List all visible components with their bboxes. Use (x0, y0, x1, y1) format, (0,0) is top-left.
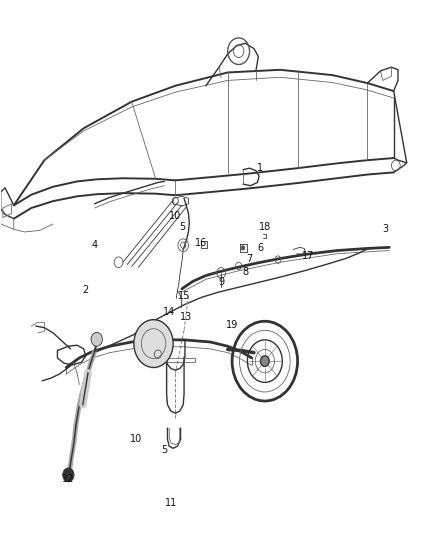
Text: 10: 10 (130, 434, 142, 445)
Circle shape (91, 333, 102, 346)
Circle shape (241, 246, 245, 250)
Text: 18: 18 (259, 222, 271, 232)
Circle shape (134, 320, 173, 368)
Text: 6: 6 (258, 243, 264, 253)
Text: 14: 14 (162, 306, 175, 317)
Text: 8: 8 (242, 267, 248, 277)
Text: 1: 1 (258, 163, 264, 173)
Text: 19: 19 (226, 320, 238, 330)
Text: 4: 4 (92, 240, 98, 250)
Circle shape (63, 468, 74, 482)
Text: 16: 16 (195, 238, 208, 247)
Text: 2: 2 (83, 286, 89, 295)
Text: 11: 11 (165, 498, 177, 508)
Circle shape (261, 356, 269, 367)
Text: 10: 10 (169, 211, 181, 221)
Text: 5: 5 (179, 222, 185, 232)
Text: 3: 3 (382, 224, 388, 235)
Text: 13: 13 (180, 312, 192, 322)
Text: 7: 7 (247, 254, 253, 263)
Text: 5: 5 (161, 445, 168, 455)
Text: 12: 12 (62, 474, 74, 484)
Text: 17: 17 (302, 251, 314, 261)
Text: 9: 9 (218, 278, 224, 287)
Text: 15: 15 (178, 290, 190, 301)
